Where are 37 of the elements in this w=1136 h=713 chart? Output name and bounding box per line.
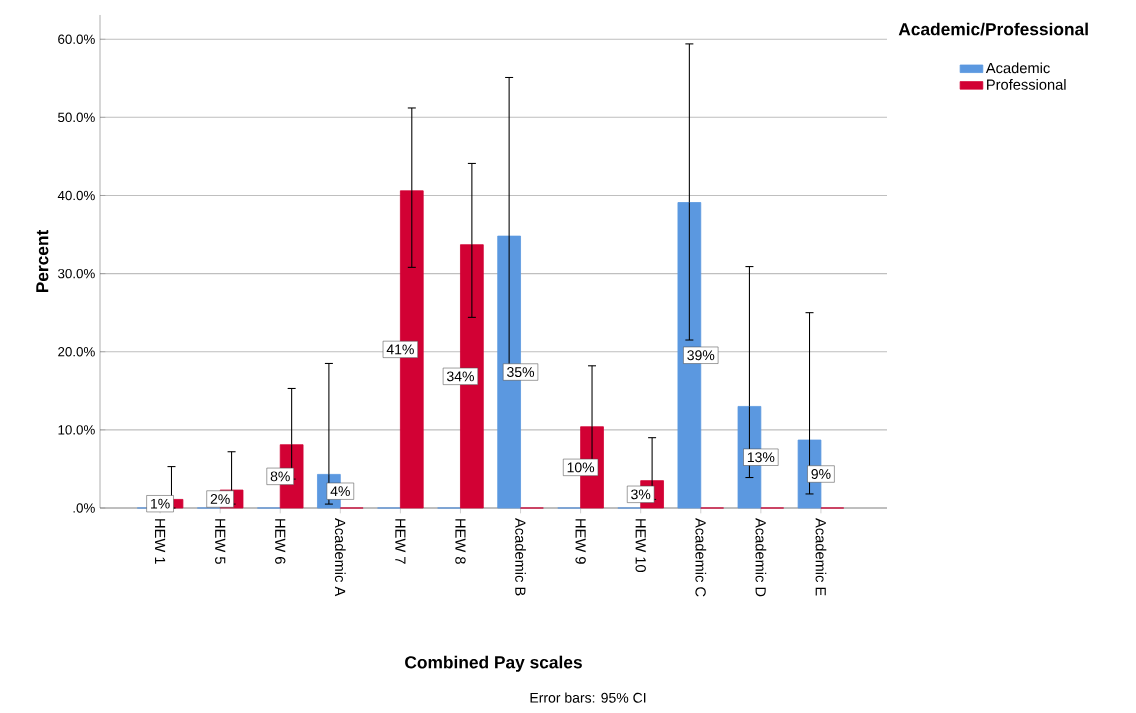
- y-axis-title: Percent: [36, 229, 49, 293]
- y-tick-label: 20.0%: [58, 347, 95, 357]
- x-tick-label: HEW 1: [155, 519, 166, 564]
- data-label: 3%: [631, 489, 651, 500]
- text: Error bars: 95% CI: [530, 692, 646, 703]
- legend-title: Academic/Professional: [898, 22, 1088, 36]
- data-label: 39%: [687, 350, 715, 361]
- y-tick-label: 40.0%: [57, 190, 95, 201]
- data-label: 8%: [270, 471, 290, 482]
- data-label: 41%: [386, 344, 414, 355]
- x-tick-label: Academic B: [515, 518, 526, 596]
- data-label: 1%: [151, 498, 170, 509]
- data-label: 35%: [507, 367, 535, 378]
- x-tick-label: Academic E: [815, 518, 827, 596]
- x-tick-label: Academic A: [334, 518, 346, 597]
- y-tick-label: .0%: [73, 503, 95, 513]
- x-tick-label: HEW 6: [275, 519, 286, 564]
- data-label: 10%: [567, 462, 595, 473]
- y-tick-label: 30.0%: [58, 268, 95, 279]
- data-label: 34%: [446, 371, 474, 382]
- data-label: 2%: [210, 494, 230, 504]
- x-tick-label: HEW 8: [455, 519, 466, 564]
- data-label: 13%: [747, 452, 775, 463]
- x-tick-label: HEW 7: [395, 519, 406, 564]
- x-tick-label: HEW 5: [215, 519, 226, 564]
- data-label: 4%: [330, 486, 350, 497]
- legend-label: Academic: [985, 62, 1050, 74]
- x-axis-title: Combined Pay scales: [405, 655, 582, 672]
- x-tick-label: HEW 10: [635, 519, 646, 573]
- y-tick-label: 50.0%: [58, 112, 95, 123]
- x-tick-label: HEW 9: [575, 519, 586, 564]
- x-tick-label: Academic C: [695, 518, 707, 597]
- data-label: 9%: [811, 469, 831, 479]
- x-tick-label: Academic D: [755, 518, 767, 597]
- y-tick-label: 60.0%: [58, 34, 95, 44]
- legend-label: Professional: [987, 79, 1066, 90]
- y-tick-label: 10.0%: [58, 425, 95, 435]
